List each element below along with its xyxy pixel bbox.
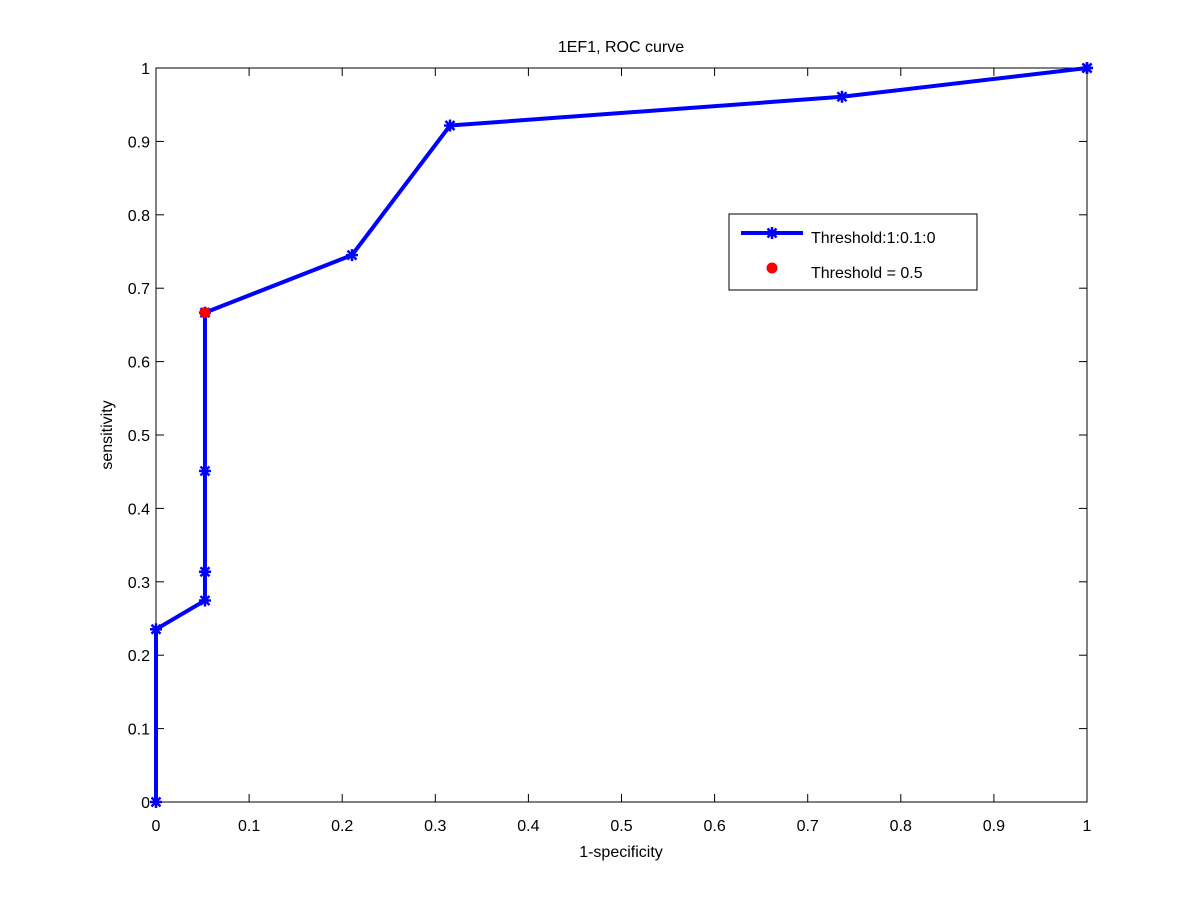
roc-point-marker [444,119,457,132]
roc-point-marker-stroke [150,796,162,808]
legend: Threshold:1:0.1:0 Threshold = 0.5 [728,213,978,291]
x-tick-label: 0.4 [517,818,539,835]
x-tick-label: 0.8 [890,818,912,835]
legend-marker-asterisk [766,227,778,239]
roc-point-marker [1081,62,1093,74]
roc-point-marker [345,249,358,262]
roc-point-marker [150,796,162,808]
legend-marker-dot [766,262,778,274]
y-tick-label: 0.8 [128,208,150,225]
y-tick-label: 0 [141,795,150,812]
legend-box [728,213,978,291]
x-tick-label: 0.2 [331,818,353,835]
threshold-point [199,307,211,319]
plot-area [155,67,1088,803]
roc-point-marker-stroke [199,595,211,606]
x-tick-label: 0.1 [238,818,260,835]
roc-point-marker [198,594,211,607]
y-axis-label: sensitivity [99,400,116,469]
roc-point-marker [198,565,211,578]
data-layer [150,62,1093,808]
roc-point-marker-stroke [346,249,358,261]
y-tick-label: 0.4 [128,501,150,518]
roc-point-marker-stroke [1081,62,1093,74]
y-tick-label: 0.5 [128,428,150,445]
chart-title: 1EF1, ROC curve [558,39,684,56]
x-tick-label: 0.6 [703,818,725,835]
roc-point-marker [150,623,162,636]
x-tick-label: 0.3 [424,818,446,835]
roc-point-marker [835,90,848,103]
roc-point-marker-stroke [150,623,162,635]
roc-curve-line [154,66,1088,802]
y-tick-label: 0.2 [128,648,150,665]
x-tick-label: 1 [1083,818,1092,835]
roc-point-marker-stroke [836,91,848,103]
x-tick-label: 0.7 [797,818,819,835]
legend-label-series-1: Threshold:1:0.1:0 [811,230,936,247]
roc-point-marker-stroke [199,465,211,477]
y-tick-label: 0.9 [128,134,150,151]
x-tick-label: 0 [152,818,161,835]
x-axis-label: 1-specificity [579,844,663,861]
x-tick-label: 0.5 [610,818,632,835]
plot-frame [155,67,1088,803]
y-tick-label: 0.6 [128,355,150,372]
y-tick-label: 0.7 [128,281,150,298]
axis-ticks: 0 0.1 0.2 0.3 0.4 0.5 0.6 0.7 0.8 0.9 1 0 0.1 0.2 0.3 0… [128,61,1092,835]
x-tick-label: 0.9 [983,818,1005,835]
legend-label-series-2: Threshold = 0.5 [811,265,923,282]
roc-point-marker-stroke [444,120,456,131]
y-tick-label: 0.3 [128,575,150,592]
roc-point-marker-stroke [199,566,211,578]
y-tick-label: 1 [141,61,150,78]
y-tick-label: 0.1 [128,722,150,739]
roc-point-marker [198,464,211,477]
